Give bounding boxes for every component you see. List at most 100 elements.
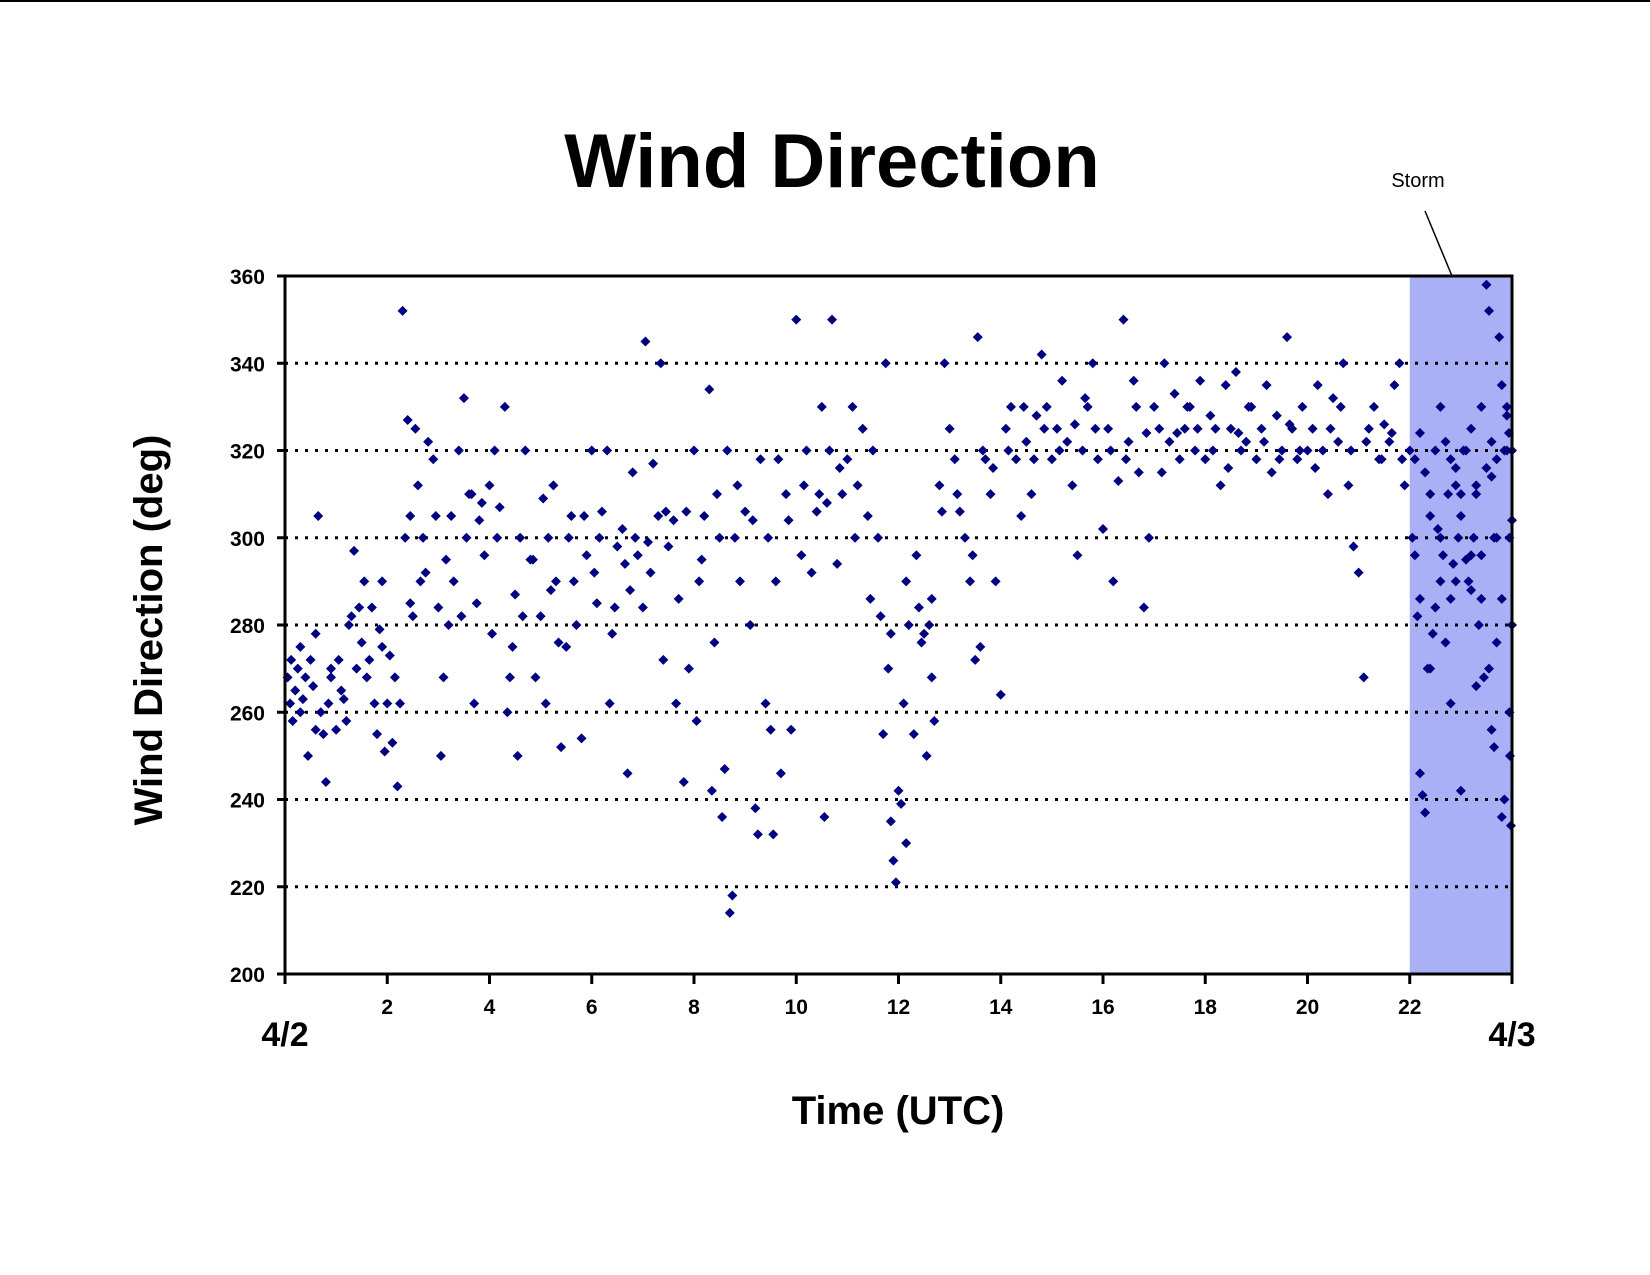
data-point-3 [287,715,298,726]
data-point-340 [885,628,896,639]
data-point-56 [446,510,457,521]
data-point-133 [750,803,761,814]
data-point-144 [796,550,807,561]
data-point-370 [1274,454,1285,465]
data-point-259 [1333,436,1344,447]
data-point-117 [689,445,699,456]
data-point-146 [806,567,817,578]
data-point-296 [326,663,337,674]
data-point-23 [343,620,354,630]
data-point-217 [1118,314,1129,325]
data-point-156 [852,480,863,491]
data-point-343 [926,672,937,683]
data-point-128 [727,890,738,901]
data-point-255 [1312,380,1323,391]
data-point-138 [768,829,779,840]
data-point-41 [397,305,408,316]
data-point-105 [637,602,648,613]
data-point-232 [1195,375,1206,386]
data-point-152 [832,558,843,569]
data-point-111 [658,654,669,665]
data-point-73 [510,589,521,600]
data-point-412 [1486,724,1497,735]
data-point-294 [295,707,306,718]
data-point-200 [1031,410,1042,421]
data-point-35 [379,746,390,757]
data-point-32 [372,729,383,740]
data-point-220 [1133,467,1144,478]
data-point-366 [1223,462,1234,473]
data-point-381 [1407,532,1418,543]
data-point-209 [1077,445,1088,456]
data-point-173 [911,550,922,561]
data-point-124 [714,532,725,543]
data-point-292 [1501,410,1512,421]
data-point-80 [538,493,549,504]
date-label-1: 4/3 [1488,1016,1535,1054]
data-point-174 [913,602,924,613]
data-point-355 [1080,393,1091,404]
data-point-406 [1471,489,1482,500]
data-point-14 [315,707,326,718]
data-point-139 [770,576,781,587]
data-point-115 [678,777,689,788]
data-point-247 [1271,410,1282,421]
data-point-76 [520,445,531,456]
data-point-393 [1437,550,1448,561]
data-point-373 [1310,462,1321,473]
data-point-191 [985,489,996,500]
data-point-361 [1156,467,1167,478]
data-point-6 [295,641,306,652]
data-point-7 [297,694,308,705]
data-point-272 [1399,480,1410,491]
y-axis-title: Wind Direction (deg) [127,435,171,826]
data-point-376 [1345,445,1356,456]
data-point-69 [494,502,505,513]
data-point-181 [939,358,950,369]
data-point-235 [1210,423,1221,434]
data-point-165 [888,855,899,866]
data-point-44 [405,510,416,521]
data-point-233 [1200,454,1211,465]
data-point-427 [1466,550,1477,561]
data-point-360 [1141,428,1152,439]
data-point-240 [1236,445,1247,456]
data-point-437 [1501,445,1512,456]
data-point-356 [1090,423,1101,434]
y-tick-label-200: 200 [230,964,265,987]
data-point-396 [1445,593,1456,604]
data-point-380 [1397,454,1408,465]
data-point-263 [1353,567,1364,578]
data-point-285 [1466,423,1477,434]
data-point-277 [1425,489,1436,500]
data-point-265 [1363,423,1374,434]
data-point-299 [364,654,375,665]
data-point-313 [543,532,554,543]
data-point-84 [550,576,561,587]
data-point-159 [867,445,878,456]
data-point-309 [492,532,503,543]
data-point-257 [1322,489,1333,500]
data-point-339 [875,611,886,622]
data-point-323 [671,698,682,709]
data-point-10 [305,654,316,665]
data-point-166 [890,877,901,888]
data-point-435 [1489,742,1500,753]
data-point-239 [1230,366,1241,377]
data-point-390 [1430,602,1441,613]
data-point-286 [1471,480,1482,491]
data-point-302 [405,598,416,609]
data-point-254 [1307,423,1318,434]
data-point-24 [346,611,357,622]
data-point-57 [448,576,459,587]
data-point-62 [469,698,480,709]
data-point-350 [1018,401,1029,412]
data-point-46 [410,423,421,434]
data-point-405 [1468,532,1479,543]
data-point-270 [1389,380,1400,391]
data-point-256 [1317,445,1328,456]
data-point-29 [361,672,372,683]
x-tick-label-10: 10 [785,996,808,1019]
data-point-258 [1328,393,1339,404]
data-point-297 [338,694,349,705]
